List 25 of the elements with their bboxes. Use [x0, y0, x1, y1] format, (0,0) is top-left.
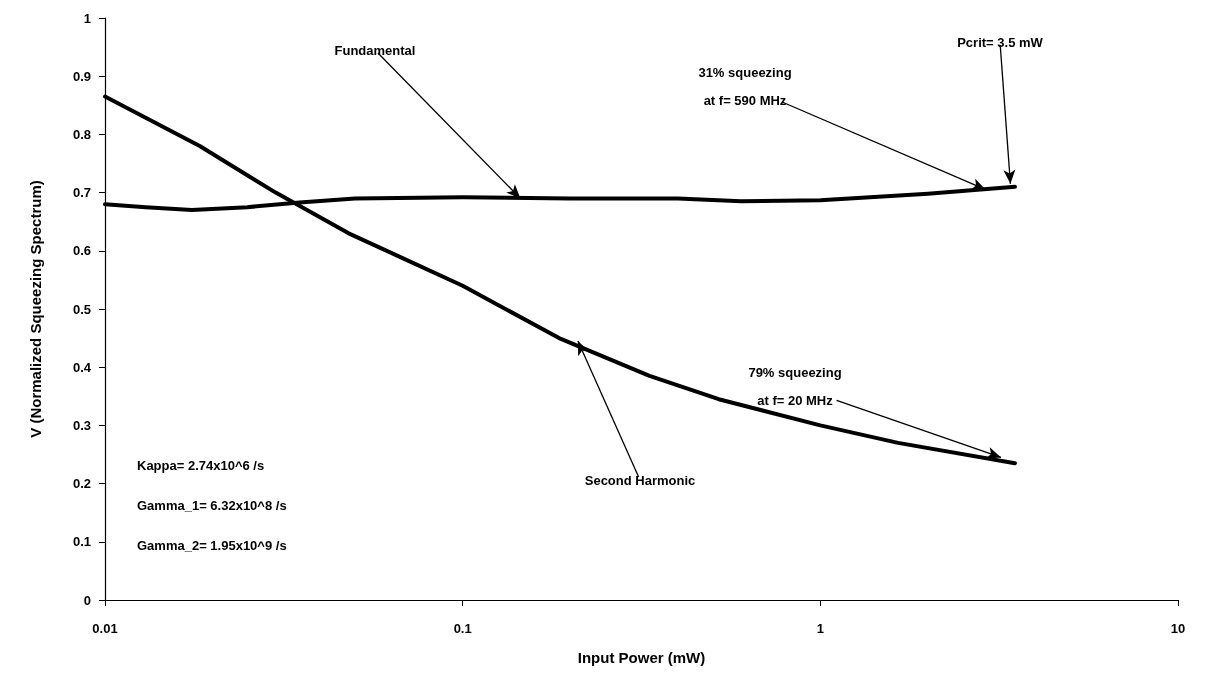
x-tick-label: 0.01 [92, 621, 118, 636]
y-tick-label: 1 [83, 10, 91, 26]
x-tick-label: 1 [816, 621, 824, 636]
y-tick-label: 0.9 [72, 68, 91, 84]
y-tick-label: 0.1 [72, 534, 91, 550]
x-tick-label: 0.1 [453, 621, 472, 636]
annotation: Gamma_2= 1.95x10^9 /s [137, 537, 287, 553]
y-tick-label: 0.3 [72, 417, 91, 433]
y-tick-label: 0.5 [72, 301, 91, 317]
y-axis-title: V (Normalized Squeezing Spectrum) [27, 180, 44, 438]
y-tick-label: 0.6 [72, 243, 91, 259]
x-tick-label: 10 [1170, 621, 1186, 636]
annotation: Pcrit= 3.5 mW [957, 34, 1044, 50]
annotation: Fundamental [334, 42, 416, 58]
annotation: 31% squeezing at f= 590 MHz [698, 64, 792, 108]
y-tick-label: 0 [83, 592, 91, 608]
annotation: Second Harmonic [584, 472, 696, 488]
y-tick-label: 0.2 [72, 476, 91, 492]
y-tick-label: 0.7 [72, 185, 91, 201]
x-axis-title: Input Power (mW) [577, 649, 706, 666]
annotation: Gamma_1= 6.32x10^8 /s [137, 497, 287, 513]
y-tick-label: 0.8 [72, 126, 91, 142]
y-tick-label: 0.4 [72, 359, 92, 375]
annotation: 79% squeezing at f= 20 MHz [748, 364, 842, 408]
annotation: Kappa= 2.74x10^6 /s [137, 457, 265, 473]
